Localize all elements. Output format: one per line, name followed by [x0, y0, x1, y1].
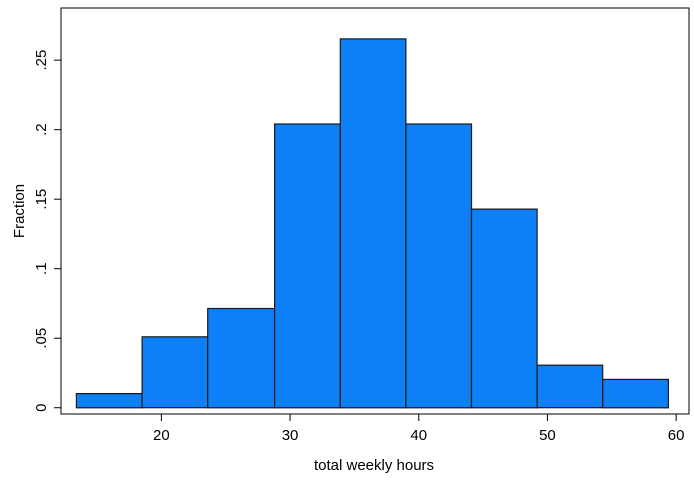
- histogram-bar-9: [602, 378, 669, 409]
- histogram-bar-5: [339, 38, 407, 409]
- x-axis: 20 30 40 50 60: [153, 414, 684, 444]
- y-axis-title: Fraction: [11, 184, 28, 238]
- bars-group: [75, 38, 669, 409]
- x-tick-label: 20: [153, 427, 170, 444]
- x-tick-label: 60: [668, 427, 685, 444]
- y-tick-label: .05: [33, 328, 50, 349]
- histogram-bar-8: [536, 364, 604, 409]
- histogram-bar-7: [470, 208, 538, 409]
- histogram-bar-6: [405, 123, 473, 409]
- y-axis: 0 .05 .1 .15 .2 .25: [33, 50, 61, 412]
- histogram-bar-1: [75, 393, 143, 409]
- histogram-bar-2: [141, 336, 209, 409]
- x-axis-title: total weekly hours: [314, 457, 434, 474]
- y-tick-label: .1: [33, 262, 50, 275]
- y-tick-label: .15: [33, 189, 50, 210]
- x-tick-label: 50: [539, 427, 556, 444]
- y-tick-label: 0: [33, 404, 50, 412]
- histogram-bar-3: [207, 307, 276, 409]
- y-tick-label: .2: [33, 123, 50, 136]
- histogram-bar-4: [274, 123, 341, 409]
- x-tick-label: 30: [282, 427, 299, 444]
- y-tick-label: .25: [33, 50, 50, 71]
- x-tick-label: 40: [410, 427, 427, 444]
- plot-frame: [60, 7, 690, 415]
